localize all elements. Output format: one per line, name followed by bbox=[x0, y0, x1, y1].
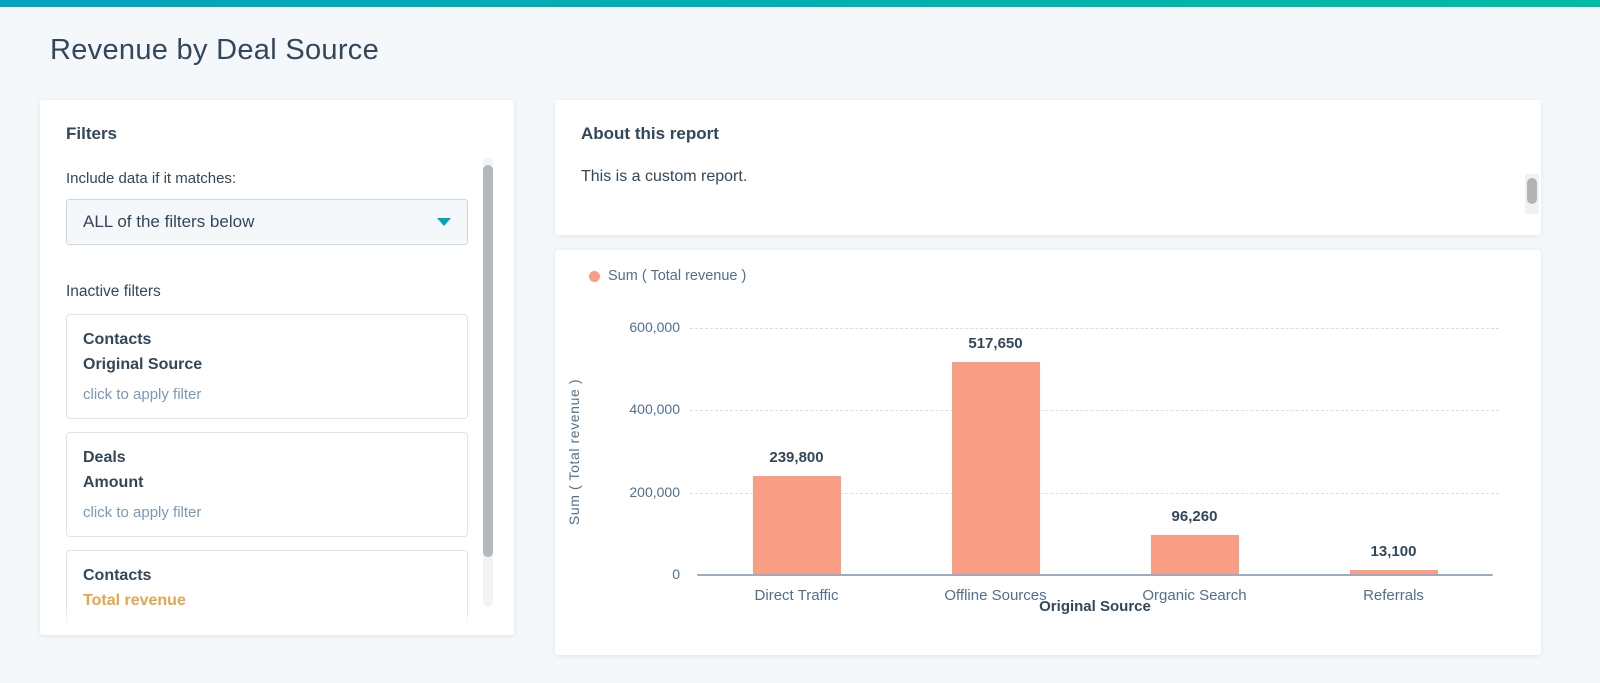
filter-card-contacts-total-revenue[interactable]: Contacts Total revenue bbox=[66, 550, 468, 627]
about-heading: About this report bbox=[581, 124, 719, 143]
about-scrollbar-thumb[interactable] bbox=[1527, 178, 1537, 204]
chart-legend: Sum ( Total revenue ) bbox=[589, 268, 746, 284]
bar-value-label: 239,800 bbox=[769, 449, 824, 466]
bar-value-label: 13,100 bbox=[1370, 543, 1417, 560]
x-axis-title: Original Source bbox=[1039, 598, 1151, 615]
filter-match-dropdown[interactable]: ALL of the filters below bbox=[66, 199, 468, 245]
category-label: Direct Traffic bbox=[754, 587, 839, 604]
filter-property-label: Amount bbox=[83, 474, 144, 491]
legend-label: Sum ( Total revenue ) bbox=[608, 268, 747, 284]
gridline bbox=[690, 328, 1499, 329]
about-report-panel: About this report This is a custom repor… bbox=[555, 100, 1541, 235]
category-label: Referrals bbox=[1363, 587, 1424, 604]
x-axis-line bbox=[697, 574, 1493, 576]
chevron-down-icon bbox=[437, 218, 451, 226]
bar-organic-search[interactable] bbox=[1150, 535, 1239, 574]
y-tick-label: 600,000 bbox=[629, 319, 680, 335]
bar-direct-traffic[interactable] bbox=[752, 476, 841, 574]
bar-referrals[interactable] bbox=[1349, 570, 1438, 574]
gridline bbox=[690, 492, 1499, 494]
filter-apply-hint: click to apply filter bbox=[83, 386, 202, 403]
filter-card-deals-amount[interactable]: Deals Amount click to apply filter bbox=[66, 432, 468, 537]
inactive-filters-label: Inactive filters bbox=[66, 283, 161, 300]
about-description: This is a custom report. bbox=[581, 168, 748, 185]
filter-card-contacts-original-source[interactable]: Contacts Original Source click to apply … bbox=[66, 314, 468, 419]
chart-panel: Sum ( Total revenue ) Sum ( Total revenu… bbox=[555, 250, 1541, 655]
y-axis-title: Sum ( Total revenue ) bbox=[566, 378, 582, 526]
bar-offline-sources[interactable] bbox=[951, 362, 1040, 574]
category-label: Organic Search bbox=[1142, 587, 1247, 604]
filter-object-label: Contacts bbox=[83, 567, 152, 584]
filters-heading: Filters bbox=[66, 124, 118, 143]
match-condition-label: Include data if it matches: bbox=[66, 170, 237, 187]
filter-object-label: Contacts bbox=[83, 331, 152, 348]
category-label: Offline Sources bbox=[944, 587, 1047, 604]
brand-accent-bar bbox=[0, 0, 1600, 7]
page-title: Revenue by Deal Source bbox=[50, 34, 380, 66]
filter-object-label: Deals bbox=[83, 449, 126, 466]
filters-panel: Filters Include data if it matches: ALL … bbox=[40, 100, 514, 635]
filter-property-label: Original Source bbox=[83, 356, 203, 373]
y-tick-label: 200,000 bbox=[629, 483, 680, 500]
bar-value-label: 517,650 bbox=[968, 335, 1023, 352]
y-tick-label: 400,000 bbox=[629, 401, 680, 418]
legend-swatch-icon bbox=[589, 270, 600, 282]
filters-scrollbar-track[interactable] bbox=[483, 158, 493, 607]
filter-apply-hint: click to apply filter bbox=[83, 504, 202, 521]
gridline bbox=[690, 410, 1499, 412]
filter-match-dropdown-value: ALL of the filters below bbox=[83, 212, 255, 231]
filter-property-label: Total revenue bbox=[83, 592, 186, 609]
bar-value-label: 96,260 bbox=[1171, 508, 1218, 525]
about-scrollbar-track[interactable] bbox=[1525, 174, 1539, 214]
y-tick-label: 0 bbox=[672, 566, 680, 582]
filters-scrollbar-thumb[interactable] bbox=[483, 165, 493, 557]
